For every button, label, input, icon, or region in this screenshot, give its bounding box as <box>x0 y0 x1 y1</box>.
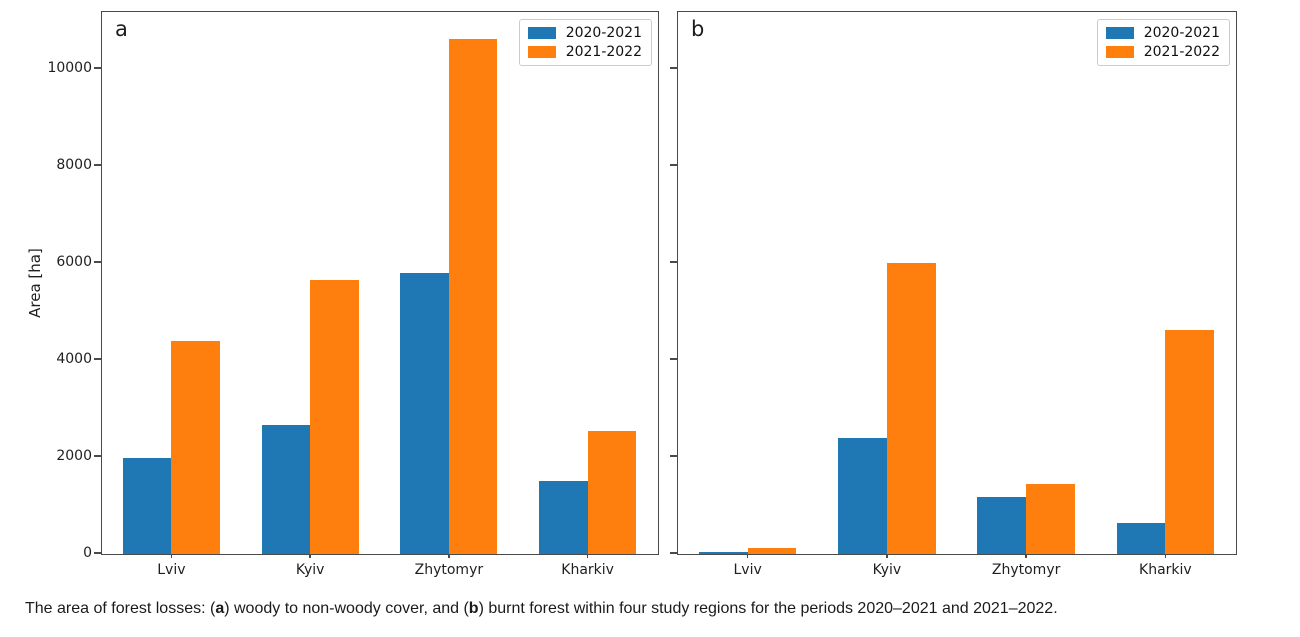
bar-b-lviv-2021-2022 <box>747 548 797 554</box>
y-axis-tick <box>94 261 101 263</box>
x-axis-tick <box>448 553 450 558</box>
chart-panel-b: b Lviv Kyiv Zhytomyr Kharkiv 2020-2021 2021-20… <box>670 11 1237 577</box>
caption-text: ) burnt forest within four study regions… <box>478 600 1058 617</box>
legend-swatch-icon <box>527 27 556 39</box>
y-axis-tick <box>94 455 101 457</box>
y-axis-tick <box>670 164 677 166</box>
legend-label: 2021-2022 <box>1143 44 1220 60</box>
bar-b-zhytomyr-2020-2021 <box>977 497 1027 554</box>
bar-a-lviv-2021-2022 <box>171 341 220 554</box>
y-axis-tick <box>670 552 677 554</box>
bar-a-kyiv-2020-2021 <box>261 425 311 554</box>
panel-label-a: a <box>115 17 128 41</box>
bar-b-zhytomyr-2021-2022 <box>1026 483 1075 554</box>
bar-b-kyiv-2020-2021 <box>838 437 887 554</box>
y-axis-tick <box>94 358 101 360</box>
x-axis-tick <box>1164 553 1167 558</box>
bar-a-kyiv-2021-2022 <box>310 279 359 554</box>
legend-swatch-icon <box>527 46 556 58</box>
bar-a-zhytomyr-2020-2021 <box>400 273 449 554</box>
bar-a-zhytomyr-2021-2022 <box>448 38 498 554</box>
y-axis-tick-label: 10000 <box>47 59 92 76</box>
bar-a-kharkiv-2021-2022 <box>587 431 637 554</box>
y-axis-tick-label: 0 <box>83 545 92 561</box>
x-axis-tick-label-lviv: Lviv <box>733 562 762 578</box>
x-axis-tick <box>309 553 311 558</box>
y-axis-tick <box>94 552 101 554</box>
x-axis-tick <box>170 553 173 558</box>
legend: 2020-2021 2021-2022 <box>518 19 652 66</box>
y-axis-tick <box>670 455 677 457</box>
x-axis-tick <box>886 553 888 558</box>
bar-a-lviv-2020-2021 <box>122 458 172 554</box>
legend-swatch-icon <box>1105 27 1134 39</box>
x-axis-tick <box>586 553 589 558</box>
x-axis-tick-label-zhytomyr: Zhytomyr <box>991 562 1061 578</box>
y-axis-tick-label: 6000 <box>56 253 92 270</box>
y-axis-tick <box>670 67 677 69</box>
bar-b-lviv-2020-2021 <box>698 551 748 554</box>
legend-label: 2020-2021 <box>1143 25 1220 41</box>
y-axis-tick-label: 4000 <box>56 350 92 367</box>
y-axis-tick <box>670 261 677 263</box>
y-axis-tick-label: 8000 <box>56 156 92 173</box>
legend-entry: 2021-2022 <box>527 44 642 60</box>
y-axis-tick <box>94 67 101 69</box>
caption-text: ) woody to non-woody cover, and ( <box>224 600 469 617</box>
bar-a-kharkiv-2020-2021 <box>539 480 588 554</box>
x-axis-tick-label-kharkiv: Kharkiv <box>1139 562 1192 578</box>
legend-swatch-icon <box>1105 46 1134 58</box>
legend-entry: 2021-2022 <box>1105 44 1220 60</box>
x-axis-tick-label-zhytomyr: Zhytomyr <box>414 562 484 578</box>
caption-text: The area of forest losses: ( <box>25 600 216 617</box>
bar-b-kharkiv-2021-2022 <box>1165 329 1215 554</box>
y-axis-tick <box>670 358 677 360</box>
legend-label: 2020-2021 <box>565 25 642 41</box>
caption-panel-b-ref: b <box>468 600 479 617</box>
caption-panel-a-ref: a <box>215 600 225 617</box>
x-axis-tick-label-lviv: Lviv <box>157 562 186 578</box>
figure-caption: The area of forest losses: (a) woody to … <box>25 599 1285 619</box>
panel-label-b: b <box>691 17 705 41</box>
legend-entry: 2020-2021 <box>527 25 642 41</box>
bar-b-kyiv-2021-2022 <box>886 262 936 554</box>
x-axis-tick-label-kyiv: Kyiv <box>872 562 902 578</box>
x-axis-tick <box>1025 553 1027 558</box>
bar-b-kharkiv-2020-2021 <box>1116 522 1166 554</box>
y-axis-tick-label: 2000 <box>56 447 92 464</box>
legend: 2020-2021 2021-2022 <box>1096 19 1230 66</box>
x-axis-tick-label-kyiv: Kyiv <box>295 562 325 578</box>
chart-panel-a: a 0 2000 4000 6000 8000 10000 Lviv Kyiv Zhytomyr K… <box>47 11 659 577</box>
legend-entry: 2020-2021 <box>1105 25 1220 41</box>
legend-label: 2021-2022 <box>565 44 642 60</box>
x-axis-tick <box>746 553 749 558</box>
y-axis-tick <box>94 164 101 166</box>
x-axis-tick-label-kharkiv: Kharkiv <box>561 562 614 578</box>
